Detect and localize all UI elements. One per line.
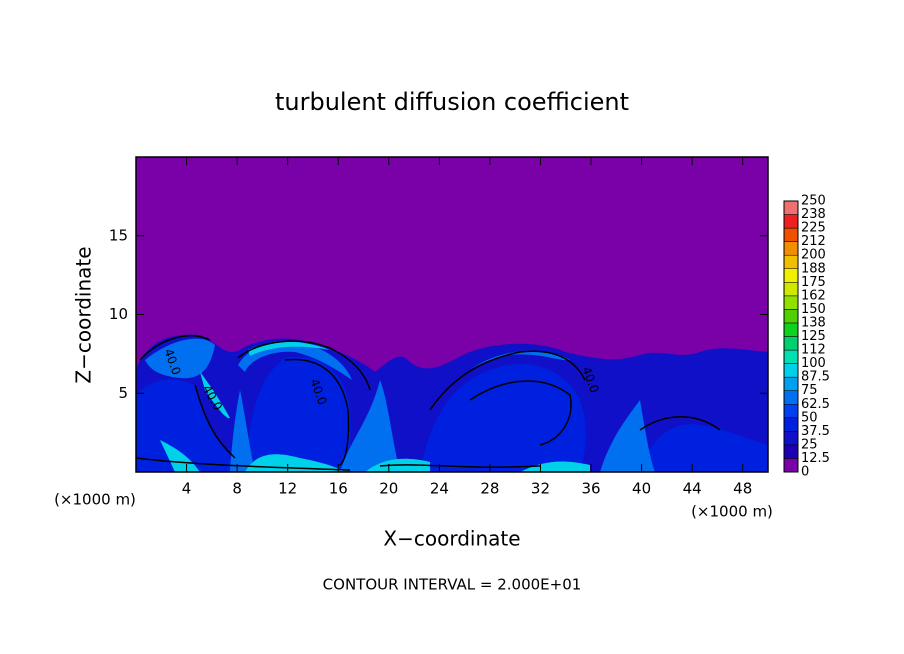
- colorbar-swatch: [783, 458, 799, 473]
- field-region: [136, 356, 768, 472]
- colorbar-label: 50: [801, 410, 818, 425]
- colorbar-label: 162: [801, 288, 826, 303]
- x-tick-label: 32: [531, 480, 550, 498]
- y-tick-label: 15: [109, 226, 128, 244]
- colorbar-label: 0: [801, 465, 809, 480]
- colorbar-label: 100: [801, 356, 826, 371]
- x-tick-label: 48: [733, 480, 752, 498]
- chart-title: turbulent diffusion coefficient: [275, 88, 629, 116]
- x-tick-label: 24: [430, 480, 449, 498]
- colorbar-swatch: [783, 254, 799, 269]
- colorbar-swatch: [783, 349, 799, 364]
- colorbar-label: 212: [801, 234, 826, 249]
- colorbar-swatch: [783, 282, 799, 297]
- x-tick-label: 12: [278, 480, 297, 498]
- colorbar-swatch: [783, 363, 799, 378]
- colorbar-swatch: [783, 241, 799, 256]
- colorbar-label: 138: [801, 315, 826, 330]
- colorbar-label: 87.5: [801, 370, 830, 385]
- colorbar-swatch: [783, 404, 799, 419]
- colorbar-label: 225: [801, 221, 826, 236]
- x-axis-label: X−coordinate: [383, 527, 520, 551]
- contour-field: [136, 157, 768, 472]
- colorbar-label: 200: [801, 248, 826, 263]
- colorbar-swatch: [783, 376, 799, 391]
- x-tick-label: 4: [182, 480, 192, 498]
- colorbar-label: 250: [801, 194, 826, 209]
- colorbar-swatch: [783, 444, 799, 459]
- x-tick-label: 16: [329, 480, 348, 498]
- field-region: [145, 338, 655, 472]
- y-tick-label: 10: [109, 305, 128, 323]
- colorbar-swatch: [783, 322, 799, 337]
- colorbar-label: 112: [801, 343, 826, 358]
- colorbar-label: 150: [801, 302, 826, 317]
- colorbar-label: 62.5: [801, 397, 830, 412]
- x-tick-label: 44: [683, 480, 702, 498]
- x-tick-label: 28: [480, 480, 499, 498]
- x-unit-label: (×1000 m): [54, 491, 136, 509]
- x-tick-label: 8: [232, 480, 242, 498]
- colorbar-label: 75: [801, 383, 818, 398]
- colorbar-swatch: [783, 214, 799, 229]
- colorbar-swatch: [783, 390, 799, 405]
- x-unit-label: (×1000 m): [691, 503, 773, 521]
- colorbar-label: 37.5: [801, 424, 830, 439]
- colorbar-swatch: [783, 200, 799, 215]
- colorbar-label: 175: [801, 275, 826, 290]
- colorbar-swatch: [783, 336, 799, 351]
- footer: CONTOUR INTERVAL = 2.000E+01: [323, 576, 582, 594]
- colorbar-label: 12.5: [801, 451, 830, 466]
- colorbar-frame: [783, 200, 799, 473]
- y-axis-label: Z−coordinate: [72, 246, 96, 383]
- colorbar-label: 25: [801, 437, 818, 452]
- colorbar-label: 125: [801, 329, 826, 344]
- colorbar-swatch: [783, 309, 799, 324]
- colorbar-swatch: [783, 295, 799, 310]
- colorbar-swatch: [783, 417, 799, 432]
- contour-line: [136, 335, 721, 471]
- x-tick-label: 40: [632, 480, 651, 498]
- x-tick-label: 36: [581, 480, 600, 498]
- x-tick-label: 20: [379, 480, 398, 498]
- colorbar-swatch: [783, 227, 799, 242]
- y-tick-label: 5: [118, 384, 128, 402]
- colorbar-swatch: [783, 431, 799, 446]
- colorbar-label: 188: [801, 261, 826, 276]
- colorbar-swatch: [783, 268, 799, 283]
- colorbar-label: 238: [801, 207, 826, 222]
